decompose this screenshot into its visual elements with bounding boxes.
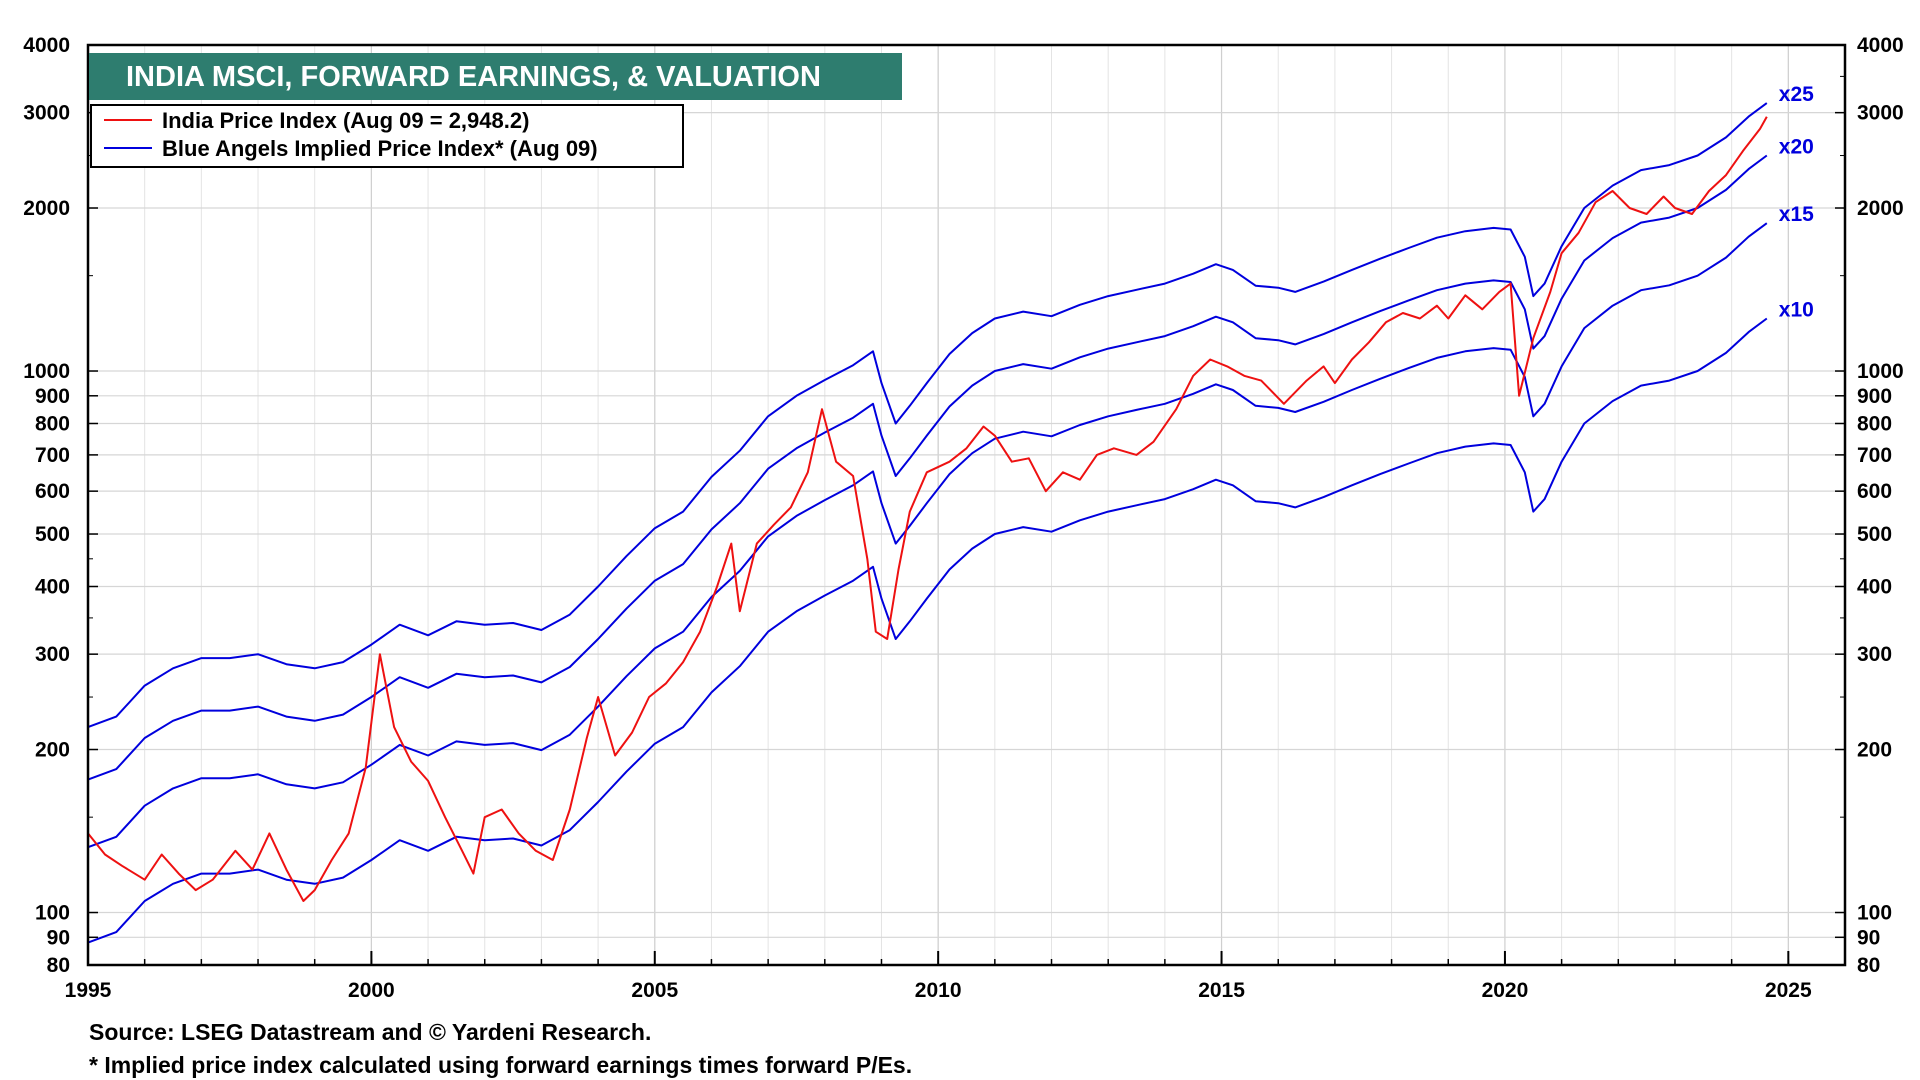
y-tick-label-right: 80 (1857, 954, 1880, 977)
y-tick-label-right: 3000 (1857, 102, 1904, 125)
y-tick-label-right: 300 (1857, 643, 1892, 666)
y-tick-label-right: 100 (1857, 902, 1892, 925)
y-tick-label-left: 600 (35, 480, 70, 503)
y-tick-label-left: 700 (35, 444, 70, 467)
title-background (89, 53, 902, 100)
y-tick-label-left: 100 (35, 902, 70, 925)
legend-box (90, 104, 684, 168)
implied-line-x20 (87, 154, 1768, 781)
y-tick-label-left: 90 (47, 926, 70, 949)
y-tick-label-left: 80 (47, 954, 70, 977)
y-tick-label-left: 300 (35, 643, 70, 666)
multiple-label-x25: x25 (1779, 83, 1814, 106)
legend: India Price Index (Aug 09 = 2,948.2) Blu… (90, 104, 684, 168)
y-tick-label-left: 4000 (23, 34, 70, 57)
price-index-line (87, 116, 1768, 902)
y-tick-label-right: 1000 (1857, 360, 1904, 383)
footnote-implied: * Implied price index calculated using f… (89, 1052, 912, 1078)
y-tick-label-right: 700 (1857, 444, 1892, 467)
y-tick-label-left: 1000 (23, 360, 70, 383)
legend-label-price: India Price Index (Aug 09 = 2,948.2) (162, 108, 529, 133)
y-tick-label-right: 500 (1857, 523, 1892, 546)
y-tick-label-right: 600 (1857, 480, 1892, 503)
y-tick-label-left: 900 (35, 385, 70, 408)
x-tick-label: 2010 (915, 979, 962, 1002)
y-tick-label-right: 800 (1857, 412, 1892, 435)
x-tick-label: 2020 (1482, 979, 1529, 1002)
series-layer: x25 x20 x15 x10 (87, 83, 1814, 944)
x-tick-label: 2025 (1765, 979, 1812, 1002)
grid-lines (87, 44, 1846, 966)
multiple-label-x15: x15 (1779, 203, 1814, 226)
y-tick-label-left: 3000 (23, 102, 70, 125)
plot-frame (86, 43, 1847, 967)
multiple-label-x10: x10 (1779, 299, 1814, 322)
y-tick-label-right: 900 (1857, 385, 1892, 408)
implied-line-x15 (87, 222, 1768, 849)
x-tick-label: 2005 (631, 979, 678, 1002)
chart-title: INDIA MSCI, FORWARD EARNINGS, & VALUATIO… (89, 53, 902, 100)
multiple-label-x20: x20 (1779, 136, 1814, 159)
title-text: INDIA MSCI, FORWARD EARNINGS, & VALUATIO… (126, 61, 821, 93)
y-tick-label-right: 90 (1857, 926, 1880, 949)
implied-line-x10 (87, 317, 1768, 944)
legend-label-implied: Blue Angels Implied Price Index* (Aug 09… (162, 136, 598, 161)
y-tick-label-left: 500 (35, 523, 70, 546)
y-tick-label-left: 2000 (23, 197, 70, 220)
y-tick-label-right: 400 (1857, 576, 1892, 599)
x-tick-label: 1995 (65, 979, 112, 1002)
y-tick-label-right: 2000 (1857, 197, 1904, 220)
axes: 1995 2000 2005 2010 2015 2020 2025 4000 4000 3000… (23, 34, 1903, 1002)
footnote-source: Source: LSEG Datastream and © Yardeni Re… (89, 1019, 651, 1045)
x-tick-label: 2000 (348, 979, 395, 1002)
y-tick-label-right: 4000 (1857, 34, 1904, 57)
y-tick-label-right: 200 (1857, 739, 1892, 762)
y-tick-label-left: 400 (35, 576, 70, 599)
implied-line-x25 (87, 102, 1768, 729)
y-tick-label-left: 200 (35, 739, 70, 762)
y-tick-label-left: 800 (35, 412, 70, 435)
x-tick-label: 2015 (1198, 979, 1245, 1002)
